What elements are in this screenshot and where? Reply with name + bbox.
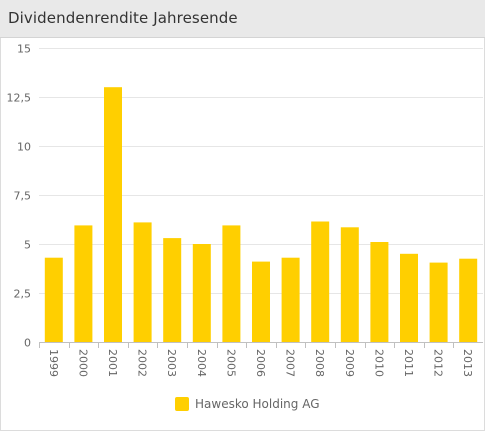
x-tick-label: 2011 bbox=[402, 349, 415, 377]
chart-title: Dividendenrendite Jahresende bbox=[8, 9, 238, 27]
bar bbox=[459, 258, 478, 342]
x-tick-label: 2006 bbox=[254, 349, 267, 377]
y-tick-label: 12,5 bbox=[7, 92, 32, 105]
x-tick-label: 2013 bbox=[461, 349, 474, 377]
chart-header: Dividendenrendite Jahresende bbox=[0, 0, 485, 38]
bar bbox=[222, 225, 241, 342]
x-tick-label: 2009 bbox=[343, 349, 356, 377]
bar bbox=[400, 253, 418, 342]
bar bbox=[133, 222, 152, 342]
y-tick-label: 15 bbox=[17, 43, 31, 56]
bar bbox=[192, 244, 211, 342]
bar bbox=[429, 262, 448, 342]
x-tick-label: 2001 bbox=[106, 349, 119, 377]
x-tick-label: 2012 bbox=[432, 349, 445, 377]
bar bbox=[252, 261, 270, 342]
x-tick-label: 1999 bbox=[47, 349, 60, 377]
legend[interactable]: Hawesko Holding AG bbox=[175, 396, 320, 412]
y-tick-label: 7,5 bbox=[14, 190, 32, 203]
y-tick-label: 5 bbox=[24, 239, 31, 252]
bar bbox=[370, 242, 389, 342]
x-tick-label: 2005 bbox=[224, 349, 237, 377]
x-tick-label: 2004 bbox=[195, 349, 208, 377]
y-tick-label: 2,5 bbox=[14, 288, 32, 301]
x-tick-label: 2000 bbox=[76, 349, 89, 377]
x-tick-label: 2007 bbox=[284, 349, 297, 377]
y-tick-label: 0 bbox=[24, 337, 31, 350]
x-tick-label: 2010 bbox=[372, 349, 385, 377]
bar bbox=[163, 238, 182, 342]
bar bbox=[104, 87, 122, 342]
x-tick-label: 2002 bbox=[136, 349, 149, 377]
x-tick-label: 2003 bbox=[165, 349, 178, 377]
bar bbox=[74, 225, 93, 342]
legend-label[interactable]: Hawesko Holding AG bbox=[195, 397, 320, 411]
legend-swatch[interactable] bbox=[175, 397, 189, 411]
y-tick-label: 10 bbox=[17, 141, 31, 154]
bar bbox=[311, 221, 330, 342]
bar bbox=[340, 227, 359, 342]
bar bbox=[281, 257, 300, 342]
bar bbox=[44, 257, 63, 342]
x-tick-label: 2008 bbox=[313, 349, 326, 377]
